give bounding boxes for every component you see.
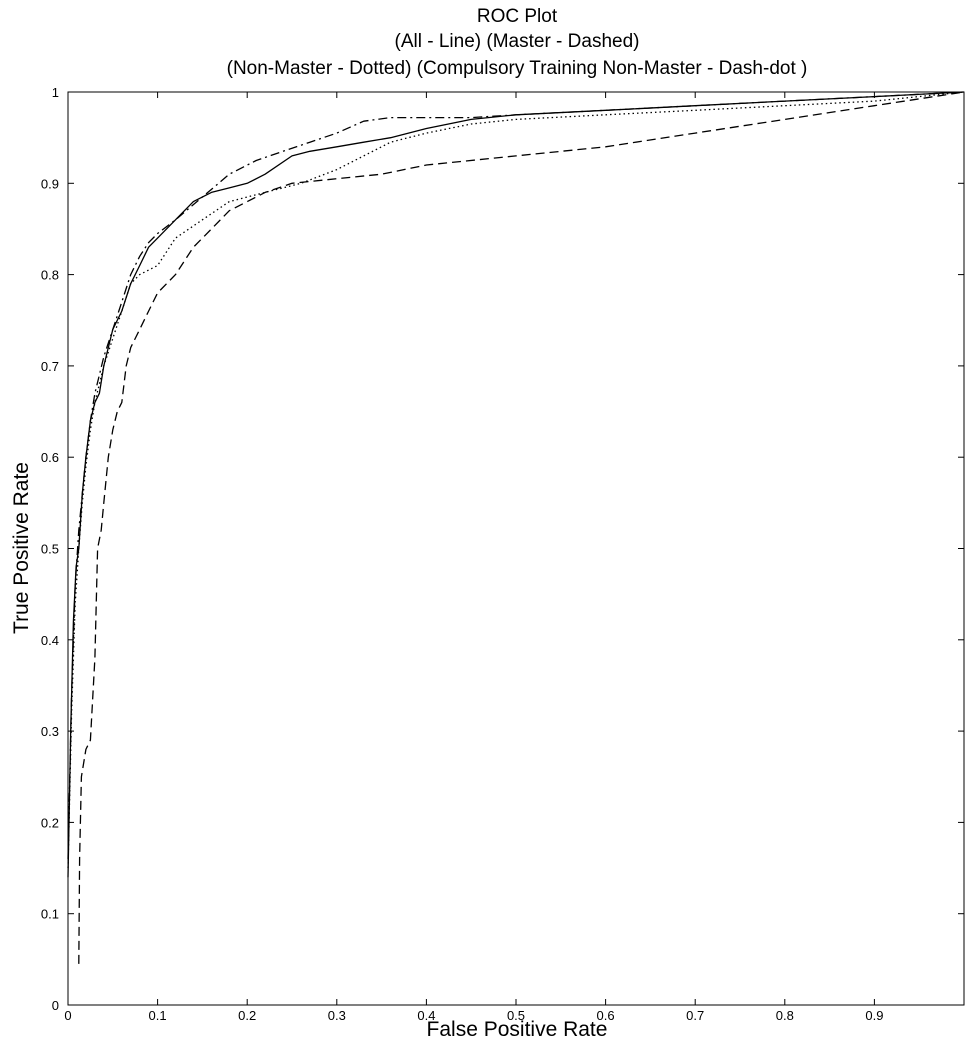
x-tick-label: 0.9	[865, 1008, 883, 1023]
roc-series-dotted	[67, 91, 965, 869]
x-axis-label: False Positive Rate	[427, 1018, 608, 1041]
y-tick-label: 0.2	[41, 815, 59, 830]
chart-title-line: ROC Plot	[477, 6, 558, 27]
chart-title-line: (Non-Master - Dotted) (Compulsory Traini…	[227, 58, 808, 79]
x-tick-label: 0.4	[417, 1008, 435, 1023]
plot-area	[67, 91, 965, 1006]
axis-ticks: 0 0.1 0.2 0.3 0.4 0.5 0.6 0.7 0.8 0.9 0 0.1 0.2 0.3 0.…	[41, 85, 964, 1023]
y-tick-label: 0.9	[41, 176, 59, 191]
y-tick-label: 0.8	[41, 268, 59, 283]
y-tick-label: 0.5	[41, 542, 59, 557]
y-tick-label: 1	[52, 85, 59, 100]
roc-series-solid	[67, 91, 965, 878]
x-tick-label: 0.7	[686, 1008, 704, 1023]
chart-title: ROC Plot (All - Line) (Master - Dashed) …	[227, 6, 808, 79]
y-tick-label: 0.1	[41, 907, 59, 922]
chart-title-line: (All - Line) (Master - Dashed)	[395, 31, 640, 52]
x-tick-label: 0.6	[597, 1008, 615, 1023]
y-tick-label: 0.7	[41, 359, 59, 374]
y-tick-label: 0.6	[41, 450, 59, 465]
y-axis-label: True Positive Rate	[10, 462, 33, 634]
x-tick-label: 0.3	[328, 1008, 346, 1023]
x-tick-label: 0	[64, 1008, 71, 1023]
roc-series-dashed	[78, 91, 965, 964]
x-tick-label: 0.1	[149, 1008, 167, 1023]
x-tick-label: 0.2	[238, 1008, 256, 1023]
series-lines	[67, 91, 965, 964]
y-tick-label: 0.4	[41, 633, 59, 648]
x-tick-label: 0.5	[507, 1008, 525, 1023]
x-tick-label: 0.8	[776, 1008, 794, 1023]
y-tick-label: 0	[52, 998, 59, 1013]
y-tick-label: 0.3	[41, 724, 59, 739]
